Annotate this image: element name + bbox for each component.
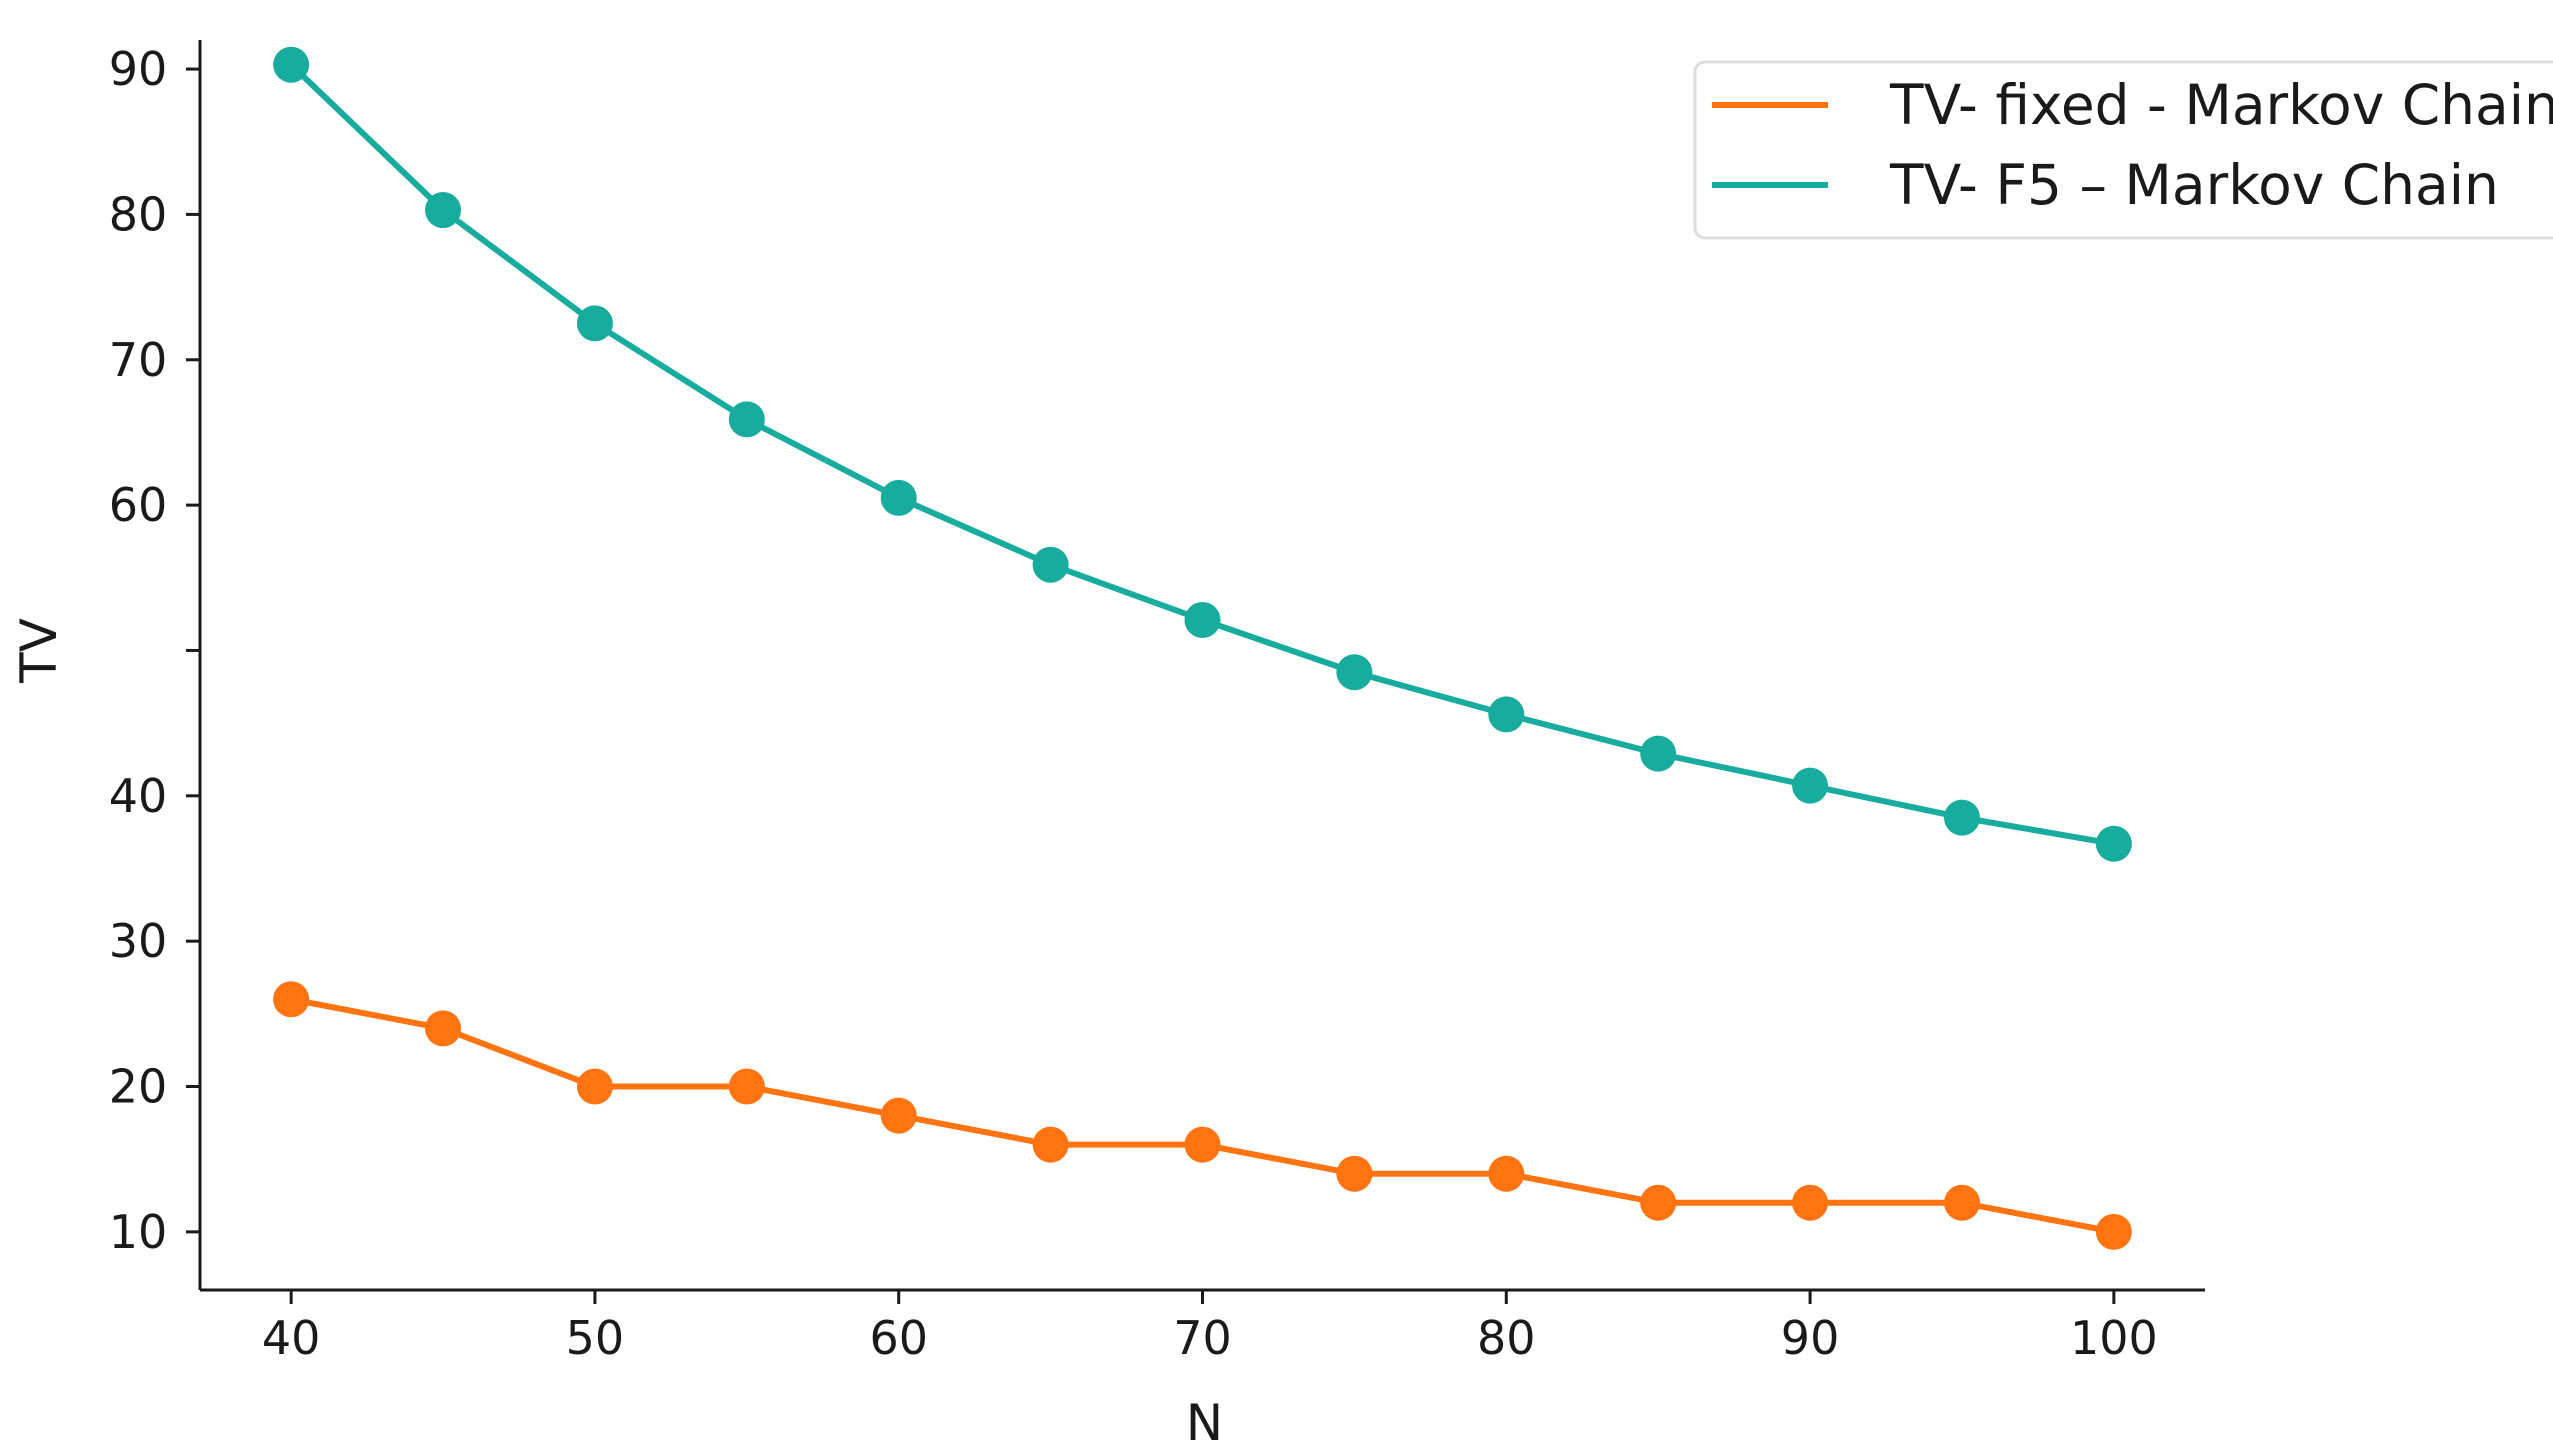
y-tick-label: 80 (109, 187, 168, 241)
y-tick-label: 70 (109, 333, 168, 387)
x-tick-label: 90 (1781, 1311, 1840, 1365)
x-tick-label: 70 (1173, 1311, 1232, 1365)
data-point (880, 1097, 917, 1134)
data-point (728, 1068, 765, 1105)
x-tick-label: 60 (869, 1311, 928, 1365)
data-point (1943, 1184, 1980, 1221)
data-point (2095, 825, 2132, 862)
y-tick-label: 60 (109, 478, 168, 532)
data-point (1336, 1155, 1373, 1192)
data-point (273, 46, 310, 83)
series-1 (273, 46, 2132, 862)
data-point (1792, 767, 1829, 804)
data-point (1488, 1155, 1525, 1192)
x-axis-ticks: 40 50 60 70 80 90 100 (262, 1290, 2158, 1365)
y-axis-ticks: 10 20 30 40 60 70 80 90 (109, 42, 200, 1259)
y-tick-label: 90 (109, 42, 168, 96)
x-tick-label: 80 (1477, 1311, 1536, 1365)
data-point (1792, 1184, 1829, 1221)
data-point (1943, 799, 1980, 836)
y-tick-label: 20 (109, 1060, 168, 1114)
data-point (273, 981, 310, 1018)
data-point (1184, 1126, 1221, 1163)
data-point (1640, 1184, 1677, 1221)
data-point (425, 1010, 462, 1047)
x-tick-label: 100 (2070, 1311, 2158, 1365)
series-0 (273, 981, 2132, 1250)
data-point (1488, 696, 1525, 733)
data-point (1336, 654, 1373, 691)
series-line (290, 996, 2115, 1235)
data-point (1032, 1126, 1069, 1163)
y-tick-label: 40 (109, 769, 168, 823)
data-point (1184, 601, 1221, 638)
y-tick-label: 10 (109, 1205, 168, 1259)
data-point (425, 192, 462, 229)
x-axis-title: N (1186, 1394, 1223, 1452)
data-point (1032, 546, 1069, 583)
legend-frame (1693, 60, 2553, 240)
y-axis-title: TV (10, 618, 68, 684)
data-point (880, 479, 917, 516)
data-point (576, 1068, 613, 1105)
x-tick-label: 50 (566, 1311, 625, 1365)
data-point (2095, 1213, 2132, 1250)
data-point (576, 305, 613, 342)
legend: TV- fixed - Markov Chain TV- F5 – Markov … (1693, 60, 2553, 240)
x-tick-label: 40 (262, 1311, 321, 1365)
data-point (1640, 735, 1677, 772)
series-layer (273, 46, 2132, 1250)
legend-label: TV- fixed - Markov Chain (1889, 73, 2553, 137)
y-tick-label: 30 (109, 914, 168, 968)
legend-label: TV- F5 – Markov Chain (1889, 153, 2499, 217)
data-point (728, 401, 765, 438)
